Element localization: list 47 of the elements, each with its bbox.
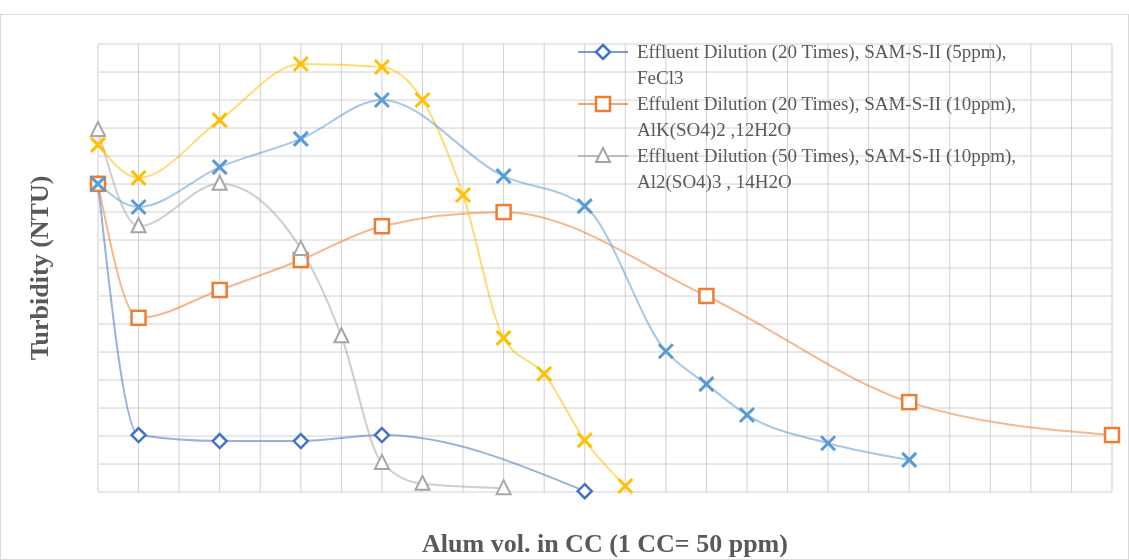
point <box>413 91 431 109</box>
point <box>495 479 512 496</box>
point <box>535 365 553 383</box>
point <box>414 474 431 491</box>
point <box>292 130 310 148</box>
point <box>373 217 391 235</box>
point <box>454 186 472 204</box>
legend-label: Effluent Dilution (50 Times), SAM-S-II (10ppm), Al2(SO4)3 , 14H2O <box>637 145 1017 193</box>
y-axis-title: Turbidity (NTU) <box>25 175 54 361</box>
point <box>900 451 918 469</box>
point <box>495 167 513 185</box>
legend-label: Effulent Dilution (20 Times), SAM-S-II (10ppm), AlK(SO4)2 ,12H2O <box>637 93 1017 141</box>
point <box>89 136 107 154</box>
point <box>130 309 147 327</box>
point <box>697 375 715 393</box>
point <box>819 434 837 452</box>
x-axis-title: Alum vol. in CC (1 CC= 50 ppm) <box>422 529 788 558</box>
point <box>211 111 229 129</box>
point <box>292 55 310 73</box>
point <box>211 432 228 450</box>
point <box>373 91 391 109</box>
point <box>130 169 148 187</box>
point <box>1103 426 1121 444</box>
point <box>211 281 228 299</box>
point <box>657 342 675 360</box>
legend-label: Effluent Dilution (20 Times), SAM-S-II (5ppm), FeCl3 <box>637 41 1007 88</box>
point <box>576 197 594 215</box>
point <box>211 158 229 176</box>
point <box>373 426 391 444</box>
point <box>333 327 350 344</box>
point <box>576 431 594 449</box>
point <box>495 203 512 221</box>
point <box>90 120 106 137</box>
point <box>900 393 918 411</box>
point <box>373 58 391 76</box>
point <box>738 406 756 424</box>
point <box>130 198 148 216</box>
point <box>292 239 309 256</box>
point <box>292 432 310 450</box>
point <box>495 329 513 347</box>
point <box>130 426 147 444</box>
point <box>576 482 593 500</box>
point <box>211 174 228 191</box>
point <box>130 217 147 234</box>
point <box>616 477 634 495</box>
point <box>373 453 390 470</box>
point <box>698 287 715 305</box>
